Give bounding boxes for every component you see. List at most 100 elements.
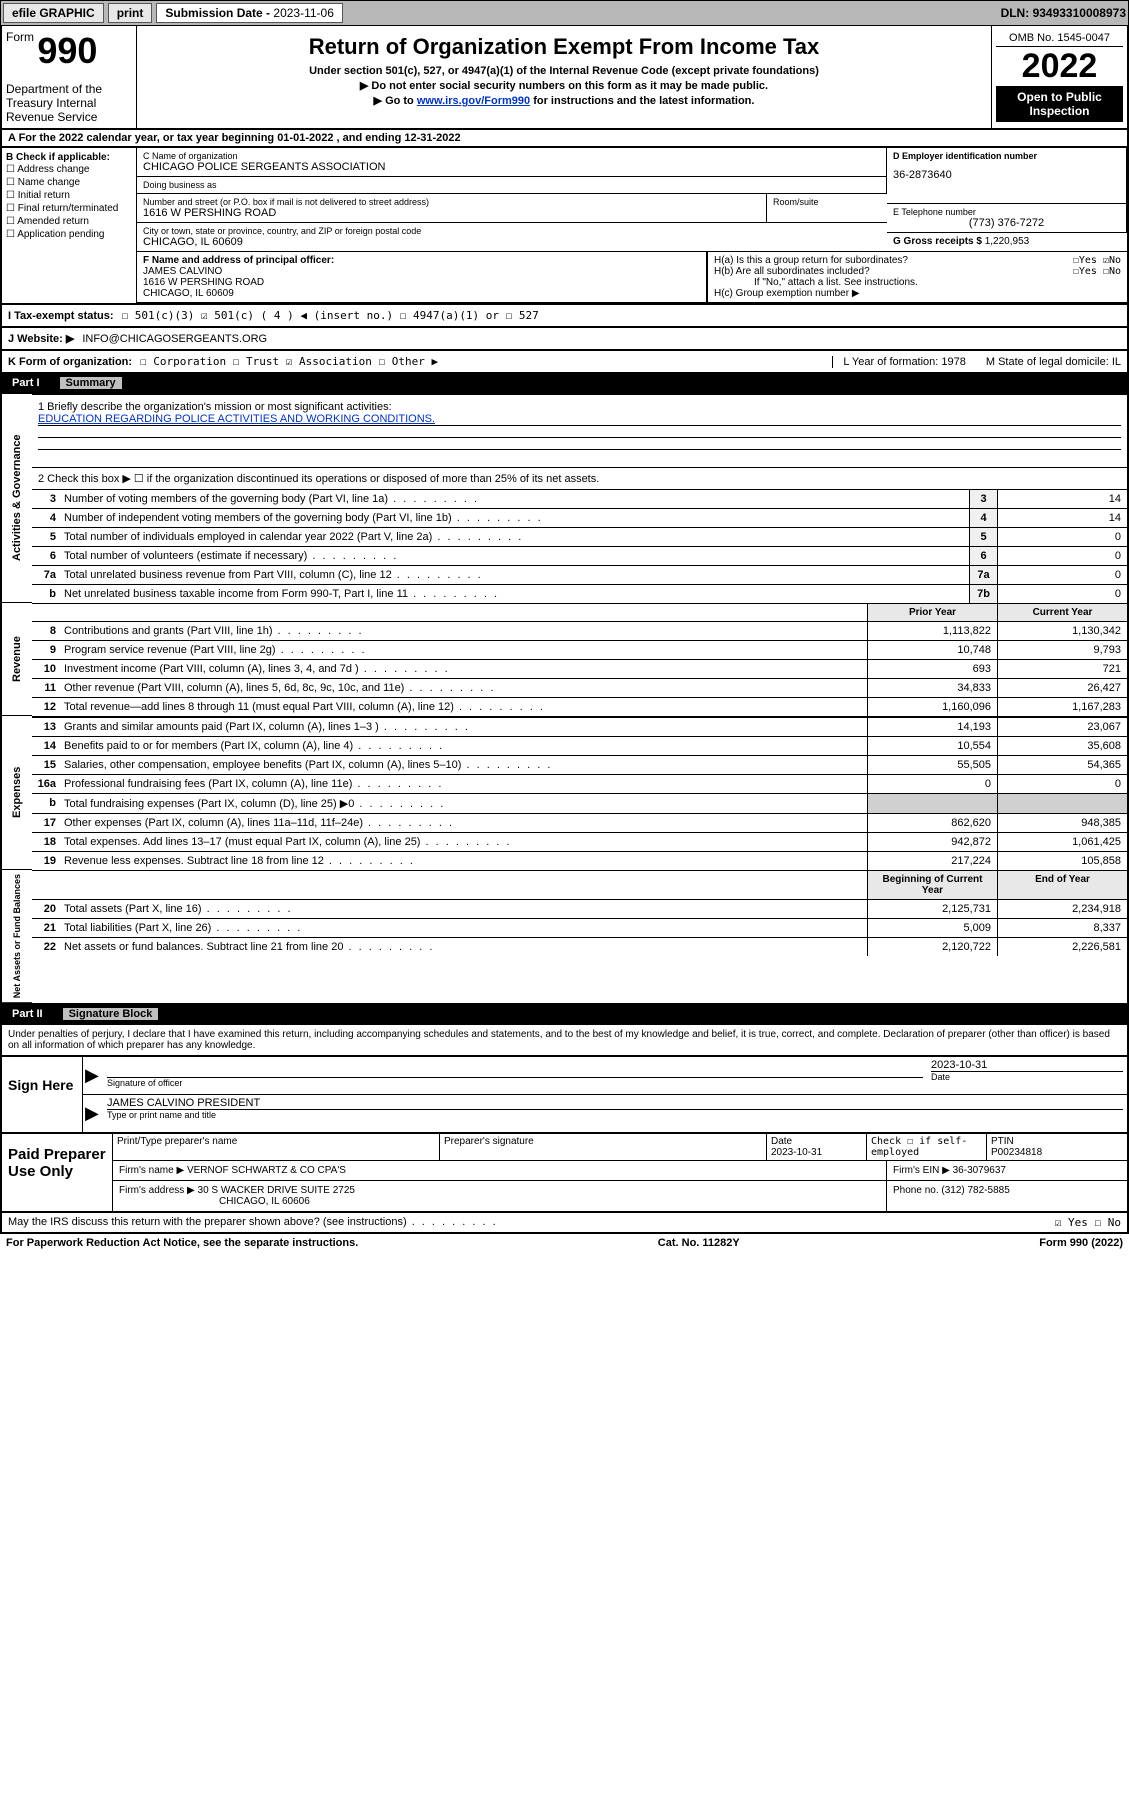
line-7b: bNet unrelated business taxable income f… <box>32 584 1127 603</box>
officer-signature-field[interactable]: Signature of officer <box>103 1057 927 1094</box>
cb-amended[interactable]: Amended return <box>6 215 132 228</box>
irs-discuss-answer[interactable]: ☑ Yes ☐ No <box>1055 1216 1121 1229</box>
line-17: 17Other expenses (Part IX, column (A), l… <box>32 813 1127 832</box>
subtitle-2: ▶ Do not enter social security numbers o… <box>141 78 987 93</box>
irs-discuss-row: May the IRS discuss this return with the… <box>0 1213 1129 1234</box>
line-7a: 7aTotal unrelated business revenue from … <box>32 565 1127 584</box>
line-13: 13Grants and similar amounts paid (Part … <box>32 717 1127 736</box>
line-9: 9Program service revenue (Part VIII, lin… <box>32 640 1127 659</box>
sig-arrow-icon: ▶ <box>83 1057 103 1094</box>
cb-app-pending[interactable]: Application pending <box>6 228 132 241</box>
h-a-answer[interactable]: ☐Yes ☑No <box>1073 255 1121 266</box>
line-4: 4Number of independent voting members of… <box>32 508 1127 527</box>
h-b-answer[interactable]: ☐Yes ☐No <box>1073 266 1121 277</box>
form-title: Return of Organization Exempt From Incom… <box>141 30 987 64</box>
entity-info: B Check if applicable: Address change Na… <box>0 148 1129 305</box>
line-b: bTotal fundraising expenses (Part IX, co… <box>32 793 1127 813</box>
box-c-street: Number and street (or P.O. box if mail i… <box>137 194 767 223</box>
box-f-officer: F Name and address of principal officer:… <box>137 252 707 302</box>
box-d-ein: D Employer identification number 36-2873… <box>887 148 1127 204</box>
preparer-row-3: Firm's address ▶ 30 S WACKER DRIVE SUITE… <box>113 1181 1127 1211</box>
line-12: 12Total revenue—add lines 8 through 11 (… <box>32 697 1127 716</box>
box-b-label: B Check if applicable: <box>6 152 110 163</box>
submission-date: Submission Date - 2023-11-06 <box>156 3 343 23</box>
line-21: 21Total liabilities (Part X, line 26)5,0… <box>32 918 1127 937</box>
cb-name-change[interactable]: Name change <box>6 176 132 189</box>
box-g-gross: G Gross receipts $ 1,220,953 <box>887 233 1127 250</box>
sign-here-block: Sign Here ▶ Signature of officer 2023-10… <box>0 1057 1129 1134</box>
subtitle-3: ▶ Go to www.irs.gov/Form990 for instruct… <box>141 93 987 108</box>
vlabel-expenses: Expenses <box>2 716 32 870</box>
irs-link[interactable]: www.irs.gov/Form990 <box>417 95 530 107</box>
line-20: 20Total assets (Part X, line 16)2,125,73… <box>32 899 1127 918</box>
line-6: 6Total number of volunteers (estimate if… <box>32 546 1127 565</box>
form-number: 990 <box>37 30 97 72</box>
mission-text: EDUCATION REGARDING POLICE ACTIVITIES AN… <box>38 413 435 425</box>
section-expenses: 13Grants and similar amounts paid (Part … <box>32 716 1127 870</box>
year-box: OMB No. 1545-0047 2022 Open to Public In… <box>992 26 1127 128</box>
sig-date-field: 2023-10-31 Date <box>927 1057 1127 1094</box>
section-activities: 1 Briefly describe the organization's mi… <box>32 394 1127 603</box>
paid-preparer-label: Paid Preparer Use Only <box>2 1134 112 1211</box>
part-ii-header: Part II Signature Block <box>0 1005 1129 1025</box>
form-header: Form 990 Department of the Treasury Inte… <box>0 26 1129 130</box>
line-10: 10Investment income (Part VIII, column (… <box>32 659 1127 678</box>
tax-year: 2022 <box>996 47 1123 86</box>
open-inspection: Open to Public Inspection <box>996 86 1123 122</box>
cb-address-change[interactable]: Address change <box>6 163 132 176</box>
col-header-beg-end: Beginning of Current Year End of Year <box>32 871 1127 899</box>
vlabel-activities: Activities & Governance <box>2 394 32 603</box>
box-c-city: City or town, state or province, country… <box>137 223 887 251</box>
sign-here-label: Sign Here <box>2 1057 82 1132</box>
row-j-website: J Website: ▶ INFO@CHICAGOSERGEANTS.ORG <box>0 328 1129 351</box>
box-c-name: C Name of organization CHICAGO POLICE SE… <box>137 148 887 177</box>
year-formation: L Year of formation: 1978 <box>843 356 966 368</box>
form-id-cell: Form 990 Department of the Treasury Inte… <box>2 26 137 128</box>
box-b: B Check if applicable: Address change Na… <box>2 148 137 303</box>
website-value: INFO@CHICAGOSERGEANTS.ORG <box>82 333 267 345</box>
self-employed-check[interactable]: Check ☐ if self-employed <box>867 1134 987 1160</box>
efile-button[interactable]: efile GRAPHIC <box>3 3 104 23</box>
line-5: 5Total number of individuals employed in… <box>32 527 1127 546</box>
preparer-row-2: Firm's name ▶ VERNOF SCHWARTZ & CO CPA'S… <box>113 1161 1127 1181</box>
state-domicile: M State of legal domicile: IL <box>986 356 1121 368</box>
line-3: 3Number of voting members of the governi… <box>32 489 1127 508</box>
line-2: 2 Check this box ▶ ☐ if the organization… <box>32 468 1127 489</box>
row-k-form-org: K Form of organization: ☐ Corporation ☐ … <box>0 351 1129 374</box>
form-org-options[interactable]: ☐ Corporation ☐ Trust ☑ Association ☐ Ot… <box>140 355 438 368</box>
row-i-status: I Tax-exempt status: ☐ 501(c)(3) ☑ 501(c… <box>0 305 1129 328</box>
box-c-dba: Doing business as <box>137 177 887 194</box>
status-options[interactable]: ☐ 501(c)(3) ☑ 501(c) ( 4 ) ◀ (insert no.… <box>122 309 539 322</box>
line-15: 15Salaries, other compensation, employee… <box>32 755 1127 774</box>
col-header-prior-current: Prior Year Current Year <box>32 604 1127 621</box>
box-e-phone: E Telephone number (773) 376-7272 <box>887 204 1127 233</box>
line-16a: 16aProfessional fundraising fees (Part I… <box>32 774 1127 793</box>
line-22: 22Net assets or fund balances. Subtract … <box>32 937 1127 956</box>
part-i-header: Part I Summary <box>0 374 1129 394</box>
cb-initial-return[interactable]: Initial return <box>6 189 132 202</box>
title-block: Return of Organization Exempt From Incom… <box>137 26 992 128</box>
sig-arrow-icon-2: ▶ <box>83 1095 103 1132</box>
print-button[interactable]: print <box>108 3 153 23</box>
line-19: 19Revenue less expenses. Subtract line 1… <box>32 851 1127 870</box>
box-c-room: Room/suite <box>767 194 887 223</box>
line-18: 18Total expenses. Add lines 13–17 (must … <box>32 832 1127 851</box>
row-a-tax-year: A For the 2022 calendar year, or tax yea… <box>0 130 1129 148</box>
section-revenue: Prior Year Current Year 8Contributions a… <box>32 603 1127 716</box>
part-i-body: Activities & Governance 1 Briefly descri… <box>0 394 1129 1005</box>
dln: DLN: 93493310008973 <box>1001 6 1126 20</box>
line-8: 8Contributions and grants (Part VIII, li… <box>32 621 1127 640</box>
form-prefix: Form <box>6 30 34 44</box>
vlabel-net-assets: Net Assets or Fund Balances <box>2 870 32 1003</box>
section-net-assets: Beginning of Current Year End of Year 20… <box>32 870 1127 1003</box>
top-bar: efile GRAPHIC print Submission Date - 20… <box>0 0 1129 26</box>
preparer-row-1: Print/Type preparer's name Preparer's si… <box>113 1134 1127 1161</box>
cb-final-return[interactable]: Final return/terminated <box>6 202 132 215</box>
line-11: 11Other revenue (Part VIII, column (A), … <box>32 678 1127 697</box>
paid-preparer-block: Paid Preparer Use Only Print/Type prepar… <box>0 1134 1129 1213</box>
line-1-mission: 1 Briefly describe the organization's mi… <box>32 395 1127 468</box>
vlabel-revenue: Revenue <box>2 603 32 716</box>
subtitle-1: Under section 501(c), 527, or 4947(a)(1)… <box>141 64 987 78</box>
dept-label: Department of the Treasury Internal Reve… <box>6 72 132 124</box>
signature-disclaimer: Under penalties of perjury, I declare th… <box>0 1025 1129 1057</box>
